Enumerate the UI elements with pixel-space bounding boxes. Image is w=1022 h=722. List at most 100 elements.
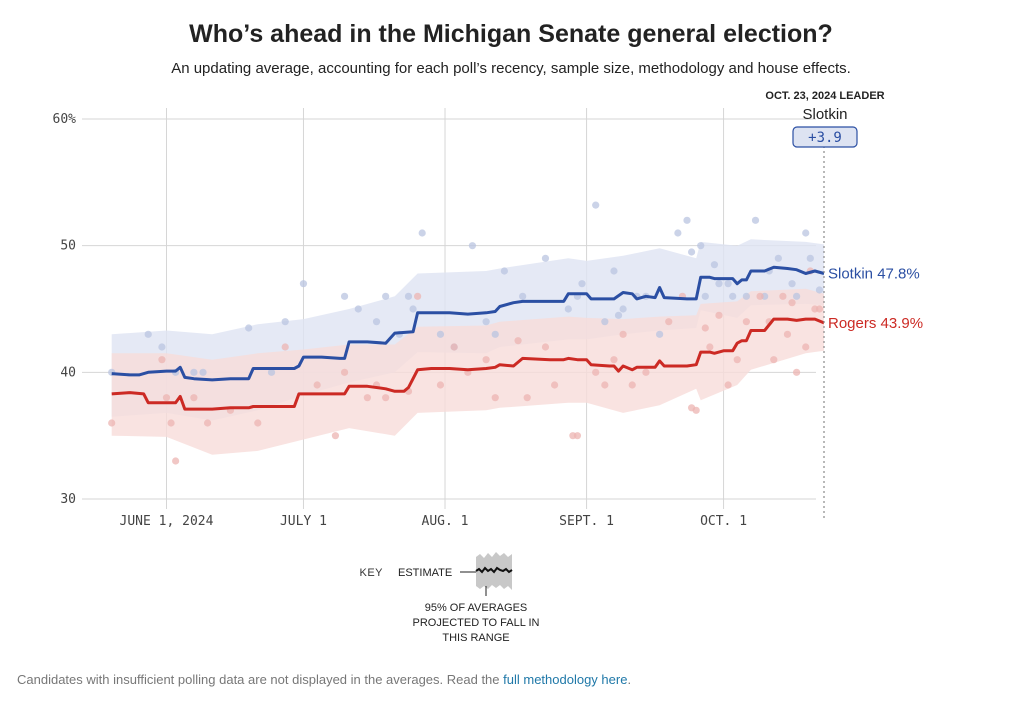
poll-dot-rogers <box>724 381 732 389</box>
poll-dot-rogers <box>706 343 714 351</box>
poll-dot-slotkin <box>742 292 750 300</box>
poll-dot-rogers <box>619 330 627 338</box>
poll-dot-slotkin <box>190 368 198 376</box>
poll-dot-slotkin <box>701 292 709 300</box>
poll-dot-slotkin <box>774 254 782 262</box>
poll-dot-rogers <box>592 368 600 376</box>
poll-dot-slotkin <box>436 330 445 338</box>
end-label-slotkin: Slotkin 47.8% <box>828 266 920 283</box>
poll-dot-slotkin <box>724 280 732 288</box>
key-range-label-line: THIS RANGE <box>442 632 509 644</box>
poll-dot-rogers <box>601 381 609 389</box>
footnote-text: Candidates with insufficient polling dat… <box>17 672 504 687</box>
leader-margin-badge <box>792 126 858 148</box>
poll-dot-slotkin <box>683 216 691 224</box>
poll-dot-slotkin <box>601 318 609 326</box>
poll-dot-rogers <box>551 381 559 389</box>
poll-dot-rogers <box>779 292 787 300</box>
leader-name: Slotkin <box>802 106 847 123</box>
chart-title: Who’s ahead in the Michigan Senate gener… <box>189 20 833 48</box>
average-line-slotkin <box>111 265 825 382</box>
poll-dot-rogers <box>742 318 750 326</box>
poll-dot-rogers <box>158 356 166 364</box>
poll-dot-slotkin <box>299 280 308 288</box>
poll-dot-rogers <box>815 305 824 313</box>
poll-dot-rogers <box>665 318 673 326</box>
leader-margin: +3.9 <box>808 130 842 146</box>
poll-dot-slotkin <box>793 292 801 300</box>
poll-dot-slotkin <box>802 229 810 237</box>
poll-dot-rogers <box>770 356 778 364</box>
poll-dot-slotkin <box>409 305 417 313</box>
poll-dot-slotkin <box>468 242 477 250</box>
poll-dot-rogers <box>491 394 499 402</box>
poll-dot-slotkin <box>564 305 572 313</box>
leader-date-label: OCT. 23, 2024 LEADER <box>765 90 884 102</box>
key-range-label-line: PROJECTED TO FALL IN <box>413 617 540 629</box>
x-tick-label: SEPT. 1 <box>559 514 614 529</box>
poll-dot-slotkin <box>710 261 719 269</box>
footnote-suffix: . <box>627 672 632 687</box>
y-tick-label: 40 <box>60 365 76 380</box>
poll-dot-rogers <box>514 337 522 345</box>
poll-dot-slotkin <box>788 280 796 288</box>
x-tick-label: OCT. 1 <box>700 514 747 529</box>
poll-dot-rogers <box>382 394 390 402</box>
methodology-note: Candidates with insufficient polling dat… <box>17 672 631 687</box>
x-tick-label: JULY 1 <box>280 514 327 529</box>
poll-dot-rogers <box>573 432 582 440</box>
poll-dot-slotkin <box>614 311 623 319</box>
poll-dot-rogers <box>523 394 531 402</box>
methodology-link[interactable]: full methodology here <box>503 672 628 687</box>
poll-dot-rogers <box>802 343 810 351</box>
poll-dot-slotkin <box>158 343 166 351</box>
poll-dot-rogers <box>793 368 801 376</box>
poll-dot-slotkin <box>281 318 289 326</box>
poll-dot-slotkin <box>541 254 550 262</box>
poll-dot-slotkin <box>267 368 276 376</box>
x-tick-label: AUG. 1 <box>422 514 469 529</box>
poll-dot-slotkin <box>592 201 600 209</box>
poll-dot-slotkin <box>340 292 349 300</box>
poll-dot-slotkin <box>482 318 490 326</box>
poll-dot-rogers <box>203 419 212 427</box>
y-tick-label: 60% <box>53 112 77 127</box>
poll-dot-slotkin <box>715 280 723 288</box>
chart-subtitle: An updating average, accounting for each… <box>171 60 851 77</box>
poll-dot-rogers <box>642 368 650 376</box>
poll-dot-slotkin <box>656 330 664 338</box>
poll-dot-rogers <box>414 292 422 300</box>
polling-average-chart: 30 40 50 60% JUNE 1, 2024 JULY 1 AUG. 1 SEPT. 1… <box>53 90 924 644</box>
poll-dot-rogers <box>788 299 796 307</box>
poll-dot-rogers <box>313 381 321 389</box>
poll-dot-rogers <box>167 419 175 427</box>
poll-dot-slotkin <box>610 267 618 275</box>
poll-dot-rogers <box>340 368 349 376</box>
key-label: KEY <box>359 567 383 579</box>
key-range-label-line: 95% OF AVERAGES <box>425 602 528 614</box>
poll-dot-slotkin <box>382 292 390 300</box>
poll-dot-slotkin <box>418 229 426 237</box>
poll-dot-slotkin <box>815 286 824 294</box>
poll-dot-rogers <box>331 432 340 440</box>
poll-dot-rogers <box>162 394 171 402</box>
poll-dot-rogers <box>541 343 550 351</box>
key-estimate-line <box>475 566 513 574</box>
poll-dot-slotkin <box>751 216 760 224</box>
poll-dot-rogers <box>756 292 764 300</box>
poll-dot-rogers <box>701 324 709 332</box>
poll-dot-rogers <box>436 381 445 389</box>
poll-dot-slotkin <box>144 330 152 338</box>
poll-dot-rogers <box>715 311 723 319</box>
poll-dot-slotkin <box>404 292 413 300</box>
poll-dot-slotkin <box>372 318 381 326</box>
poll-dot-rogers <box>610 356 618 364</box>
poll-dot-slotkin <box>806 254 814 262</box>
poll-dot-slotkin <box>619 305 627 313</box>
poll-dot-rogers <box>692 406 700 414</box>
poll-dot-rogers <box>254 419 262 427</box>
poll-dot-slotkin <box>245 324 253 332</box>
poll-dot-rogers <box>108 419 116 427</box>
poll-dot-rogers <box>172 457 180 465</box>
poll-dot-rogers <box>281 343 289 351</box>
